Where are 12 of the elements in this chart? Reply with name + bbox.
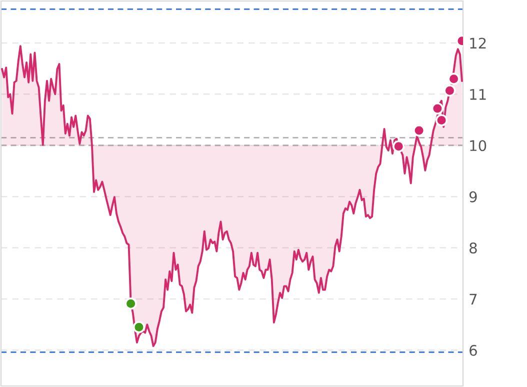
point [435,114,448,126]
y-tick-label: 9 [469,191,477,202]
y-tick-label: 7 [470,294,477,305]
line-series [1,45,463,348]
point [132,321,146,334]
y-tick-label: 11 [470,89,486,100]
y-tick-label: 8 [470,242,477,254]
y-tick-label: 10 [470,140,486,152]
point [444,84,456,97]
y-tick-label: 12 [470,38,486,49]
y-tick-label: 6 [470,344,477,356]
point [392,140,405,152]
